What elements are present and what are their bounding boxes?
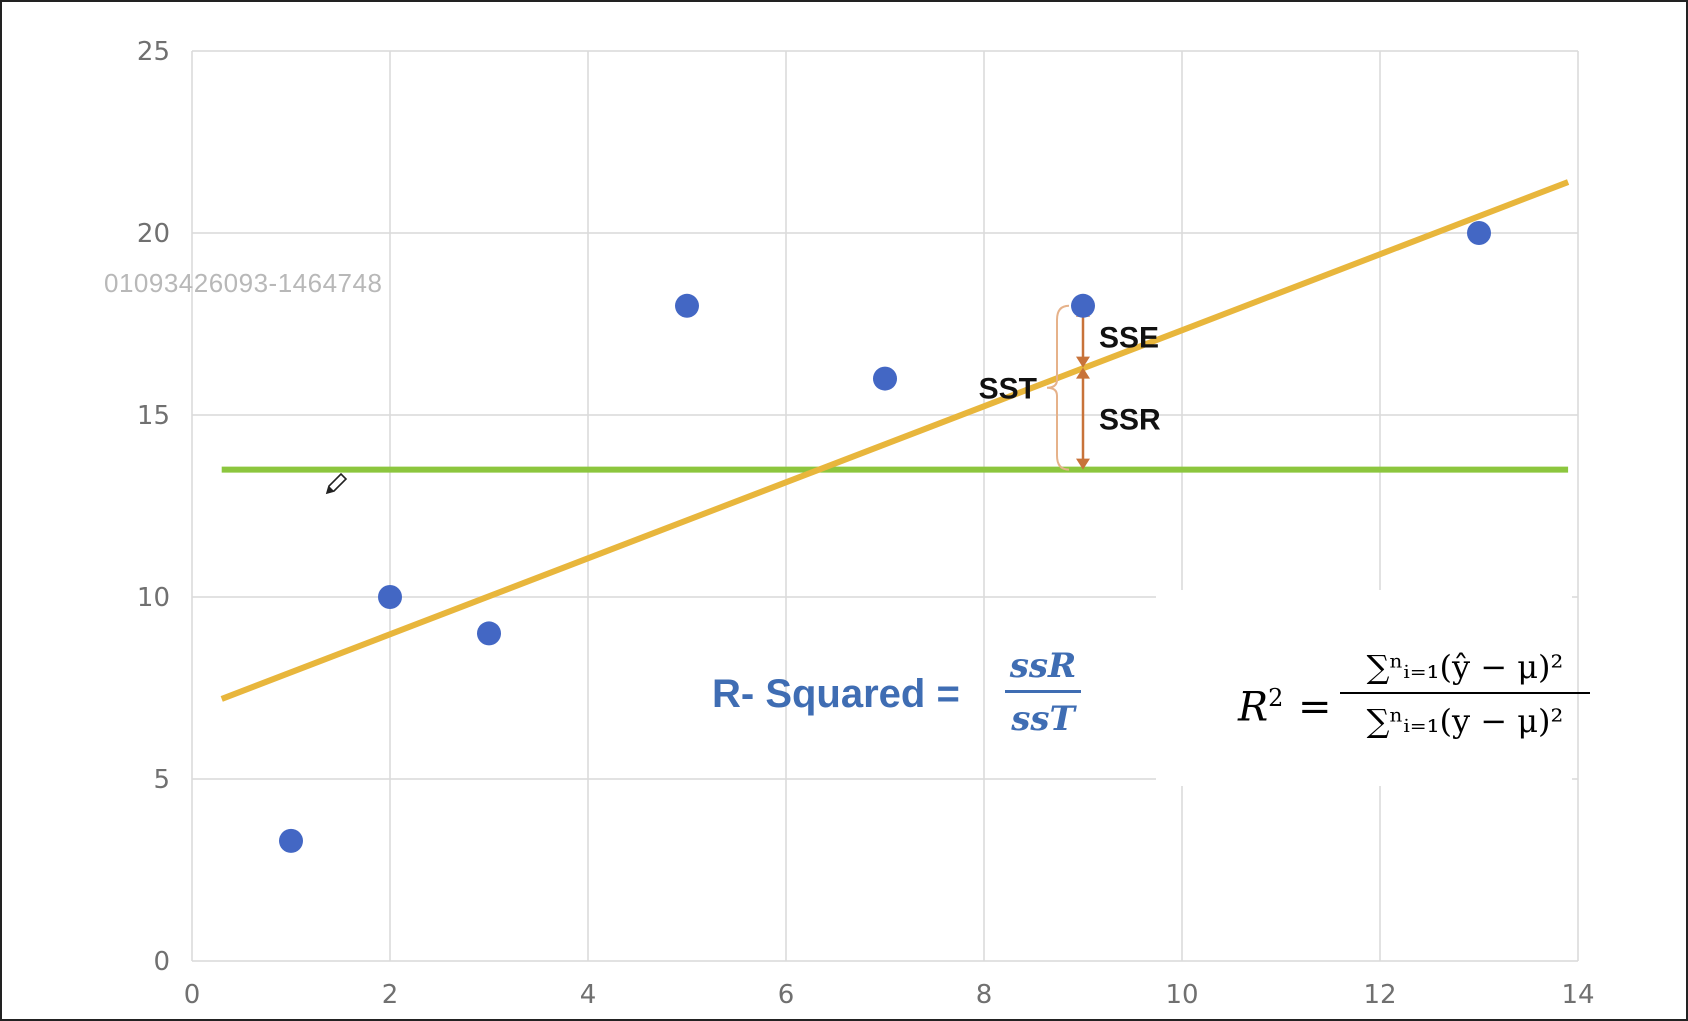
gridlines [191,50,1579,962]
r-squared-label: R- Squared = [712,672,960,716]
formula-equals: = [1298,684,1332,730]
y-tick-label: 25 [137,37,170,67]
r-squared-fraction: ssR ssT [1005,646,1081,739]
x-tick-label: 12 [1363,980,1396,1010]
formula-lhs-exponent: 2 [1268,684,1284,712]
error-arrows [1046,304,1090,471]
formula-fraction: ∑ⁿᵢ₌₁(ŷ − μ)² ∑ⁿᵢ₌₁(y − μ)² [1340,648,1590,740]
sst-label: SST [979,373,1037,406]
fit-lines [220,179,1570,702]
y-tick-label: 15 [137,401,170,431]
formula-denominator: ∑ⁿᵢ₌₁(y − μ)² [1366,702,1564,740]
r-squared-numerator: ssR [1005,646,1081,693]
x-tick-label: 6 [778,980,795,1010]
formula-panel [1156,590,1572,786]
data-point [1467,221,1491,245]
watermark-text: 01093426093-1464748 [104,268,383,298]
formula-numerator: ∑ⁿᵢ₌₁(ŷ − μ)² [1340,648,1590,694]
data-points [279,221,1491,853]
x-tick-label: 10 [1165,980,1198,1010]
y-tick-label: 10 [137,583,170,613]
data-point [279,828,303,853]
data-point [477,621,501,646]
x-tick-label: 0 [184,980,201,1010]
x-tick-label: 2 [382,980,399,1010]
y-tick-label: 0 [153,947,170,977]
data-point [873,366,897,391]
formula-lhs: R2 [1238,684,1283,730]
pencil-icon [325,472,348,495]
y-tick-label: 20 [137,219,170,249]
x-tick-label: 14 [1561,980,1594,1010]
sse-arrow-head-bottom [1076,356,1090,368]
data-point [378,585,402,609]
sst-brace [1046,304,1070,471]
regression-line [220,179,1570,702]
ssr-arrow-head-bottom [1076,458,1090,470]
data-point [675,293,699,318]
formula-lhs-symbol: R [1238,684,1269,731]
axis-ticks: 0 2 4 6 8 10 12 14 0 5 10 15 20 25 [137,37,1595,1010]
ssr-label: SSR [1099,404,1161,437]
ssr-arrow-head-top [1076,367,1090,379]
y-tick-label: 5 [153,765,170,795]
x-tick-label: 4 [580,980,597,1010]
sse-label: SSE [1099,322,1159,355]
data-point [1071,293,1095,318]
r-squared-denominator: ssT [1011,699,1075,739]
x-tick-label: 8 [976,980,993,1010]
